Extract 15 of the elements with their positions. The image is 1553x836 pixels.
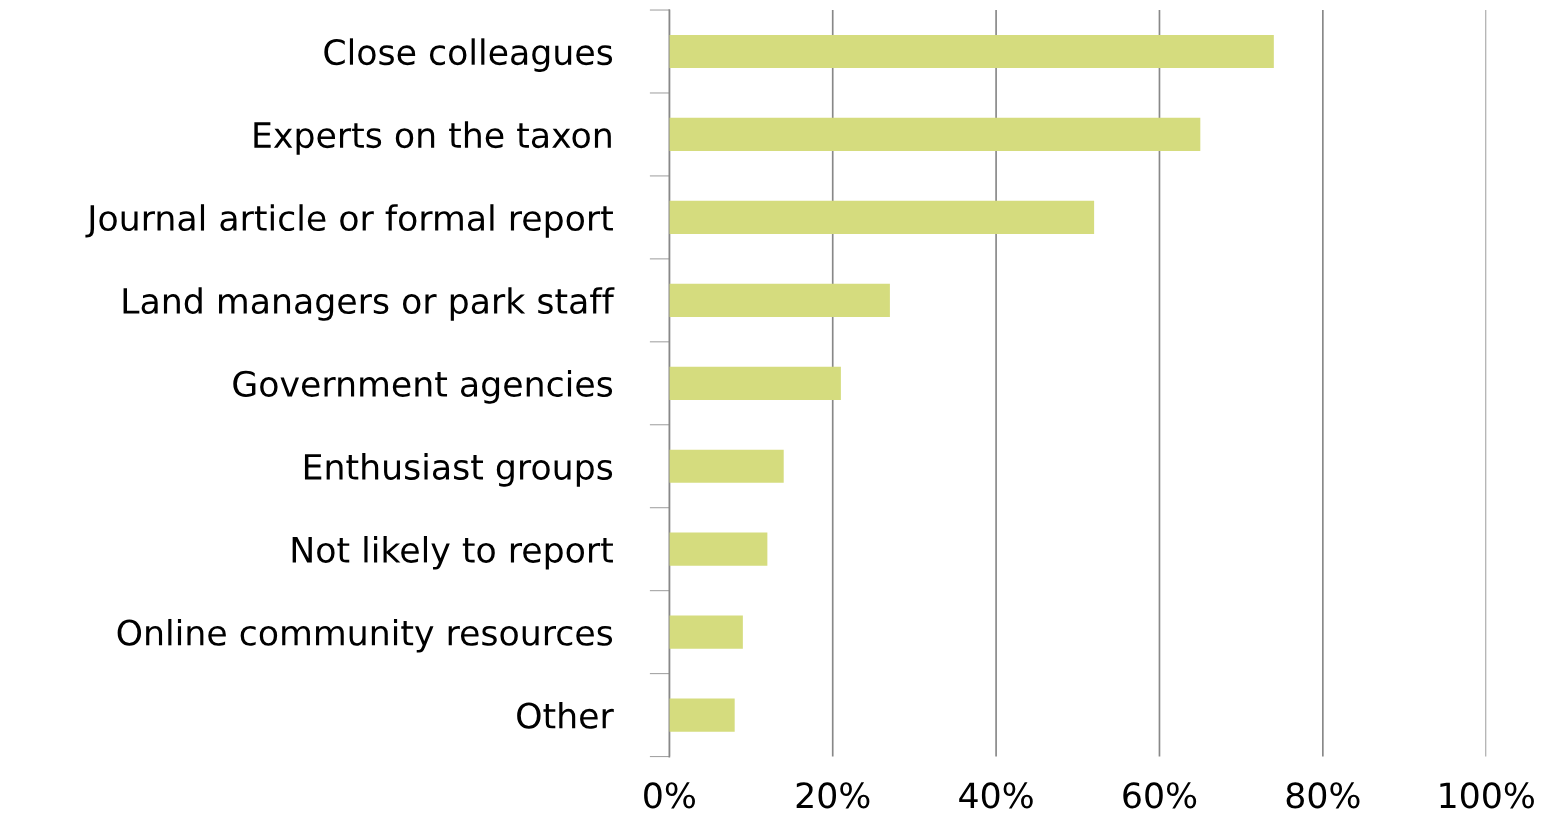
y-tick-label: Enthusiast groups [304,453,613,487]
x-tick-label: 40% [959,782,1033,809]
y-tick-label: Journal article or formal report [85,204,613,238]
x-tick-label: 80% [1286,782,1360,809]
x-tick-label: 60% [1123,782,1197,809]
y-tick-label: Government agencies [233,370,613,404]
x-tick-label: 100% [1440,782,1534,809]
x-tick-label: 20% [796,782,870,809]
y-tick-label: Online community resources [117,618,613,653]
y-tick-label: Land managers or park staff [123,287,615,321]
y-tick-label: Not likely to report [292,536,613,570]
y-tick-label: Other [517,701,614,729]
x-tick-label: 0% [644,782,695,809]
y-tick-label: Experts on the taxon [254,121,611,155]
y-tick-label: Close colleagues [324,38,613,72]
